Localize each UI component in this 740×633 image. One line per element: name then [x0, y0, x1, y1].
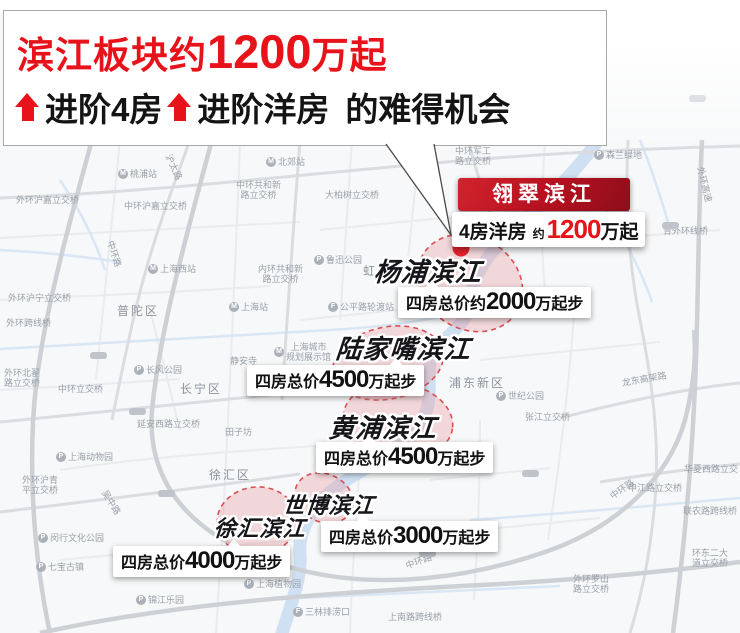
- map-label: 外环跨线桥: [6, 318, 52, 328]
- map-label: 龙东高架路: [621, 370, 668, 388]
- top-margin: [0, 0, 612, 13]
- park-icon: P: [134, 365, 144, 375]
- park-icon: P: [496, 391, 506, 401]
- region-label-lujiazui: 陆家嘴滨江: [334, 334, 473, 364]
- map-label: 大柏树立交桥: [325, 190, 380, 200]
- district-label: 长宁区: [180, 382, 223, 396]
- map-label: P 七宝古镇: [36, 562, 84, 572]
- headline-seg3: 的难得机会: [345, 91, 511, 128]
- price-callout-shibo: 四房总价3000万起步: [321, 514, 499, 552]
- region-ellipse: [294, 472, 354, 524]
- map-label: M 北郊站: [266, 157, 305, 167]
- map-label: P 锦江乐园: [136, 595, 184, 605]
- headline-number: 1200: [207, 25, 312, 78]
- park-icon: P: [244, 579, 254, 589]
- map-label: 华夏西路立交: [684, 464, 739, 474]
- park-icon: P: [136, 595, 146, 605]
- callout-wedge: [385, 143, 452, 236]
- map-label: 外环沪青 平立交桥: [22, 475, 59, 495]
- map-label: P 鲁迅公园: [314, 255, 362, 265]
- map-label: M 上海城市 规划展示馆: [274, 342, 331, 362]
- map-label: 中环共和新 路立交桥: [236, 180, 282, 200]
- headline-price-line: 滨江板块约1200万起: [17, 24, 606, 79]
- headline-prefix: 滨江板块约: [17, 35, 207, 76]
- road-badge: [662, 222, 679, 229]
- headline-seg2: 进阶洋房: [197, 91, 330, 128]
- map-label: M 桃浦站: [118, 169, 157, 179]
- map-label: P 上海动物园: [56, 452, 113, 462]
- map-label: P 上海植物园: [244, 579, 301, 589]
- map-label: 青外环线桥: [663, 226, 709, 236]
- park-icon: P: [56, 452, 66, 462]
- map-label: P 长风公园: [134, 365, 182, 375]
- map-label: 环东二大 道立交桥: [692, 548, 729, 568]
- map-label: 外环北翟 路立交桥: [4, 368, 41, 388]
- district-label: 虹口区: [363, 264, 406, 278]
- highway-roads: [29, 139, 740, 633]
- road-badge: [129, 408, 146, 415]
- up-arrow-icon: [15, 92, 40, 122]
- map-label: F 三林排涝口: [293, 607, 350, 617]
- map-label: 沪太路: [163, 152, 184, 182]
- metro-icon: M: [148, 264, 158, 274]
- price-callout-xuhui: 四房总价4000万起步: [113, 539, 291, 577]
- map-label: 延安西路立交桥: [137, 419, 201, 429]
- map-label: 静安寺: [230, 356, 258, 366]
- park-icon: P: [594, 150, 604, 160]
- price-callout-huangpu: 四房总价4500万起步: [316, 435, 494, 473]
- map-label: 中环沪嘉立交桥: [124, 201, 188, 211]
- up-arrow-icon: [167, 92, 192, 122]
- district-label: 浦东新区: [449, 376, 506, 390]
- region-label-huangpu: 黄浦滨江: [327, 413, 439, 443]
- map-label: 中环军工 路立交桥: [455, 146, 492, 166]
- park-icon: P: [38, 533, 48, 543]
- map-label: 外环沪嘉立交桥: [16, 195, 80, 205]
- map-label: 中环路: [105, 239, 124, 269]
- road-badge: [158, 490, 175, 497]
- map-label: P 世纪公园: [496, 391, 544, 401]
- map-label: 中环立交桥: [58, 384, 104, 394]
- highlight-project-badge: 翎翠滨江: [458, 178, 630, 211]
- map-label: 上南路跨线桥: [388, 612, 443, 622]
- highlight-price-box: 4房洋房 约1200万起: [452, 212, 646, 247]
- price-callout-yangpu: 四房总价约2000万起步: [398, 280, 592, 318]
- map-label: 吴中路: [99, 488, 123, 517]
- metro-icon: M: [274, 347, 284, 357]
- price-callout-lujiazui: 四房总价4500万起步: [247, 358, 425, 396]
- road-badge: [419, 550, 436, 557]
- park-icon: P: [314, 255, 324, 265]
- map-label: 外环沪宁立交桥: [8, 293, 72, 303]
- map-label: M 上海西站: [148, 264, 196, 274]
- headline-suffix: 万起: [311, 35, 388, 76]
- metro-icon: M: [229, 302, 239, 312]
- map-label: P 闵行文化公园: [38, 533, 104, 543]
- headline-seg1: 进阶4房: [45, 91, 163, 128]
- map-fade: [606, 0, 740, 150]
- map-label: F 公平路轮渡站: [328, 302, 394, 312]
- road-badge: [522, 470, 539, 477]
- headline-sub-line: 进阶4房 进阶洋房 的难得机会: [15, 83, 606, 131]
- ferry-icon: F: [293, 607, 303, 617]
- map-label: 田子坊: [225, 427, 253, 437]
- map-label: 申江路立交桥: [628, 483, 683, 493]
- map-label: 联农路跨线桥: [683, 506, 738, 516]
- park-icon: P: [36, 562, 46, 572]
- metro-icon: M: [266, 157, 276, 167]
- district-label: 徐汇区: [209, 468, 252, 482]
- headline-banner: 滨江板块约1200万起 进阶4房 进阶洋房 的难得机会: [3, 10, 607, 146]
- metro-icon: M: [118, 169, 128, 179]
- district-label: 普陀区: [117, 304, 160, 318]
- map-label: P 森兰绿地: [594, 150, 642, 160]
- ferry-icon: F: [328, 302, 338, 312]
- map-label: 内环共和新 路立交桥: [258, 264, 304, 284]
- road-badge: [90, 352, 107, 359]
- map-label: 外环高速: [695, 165, 714, 204]
- map-label: 张江立交桥: [525, 412, 571, 422]
- map-label: M 上海站: [229, 302, 268, 312]
- map-label: 外环罗山 路立交桥: [573, 574, 610, 594]
